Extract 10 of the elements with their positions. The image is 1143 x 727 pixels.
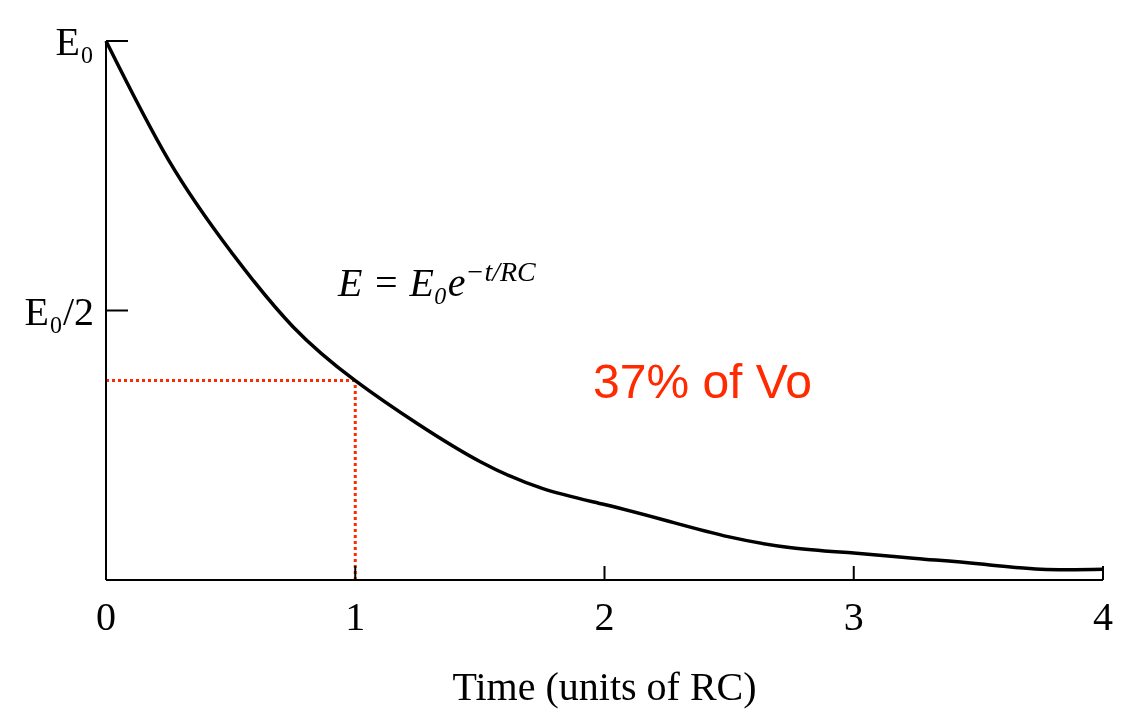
x-axis-title: Time (units of RC) bbox=[452, 664, 757, 709]
x-tick-label: 1 bbox=[345, 594, 366, 639]
text: E₀/2 bbox=[24, 288, 94, 334]
x-tick-label: 2 bbox=[594, 594, 615, 639]
annotation: 37% of Vo bbox=[593, 355, 812, 408]
x-tick-label: 0 bbox=[96, 594, 116, 639]
text: E₀ bbox=[55, 19, 94, 64]
annotation: E = E₀e$^{−t/RC}$ bbox=[337, 255, 537, 305]
x-tick-label: 4 bbox=[1093, 594, 1113, 639]
x-tick-label: 3 bbox=[843, 594, 864, 639]
